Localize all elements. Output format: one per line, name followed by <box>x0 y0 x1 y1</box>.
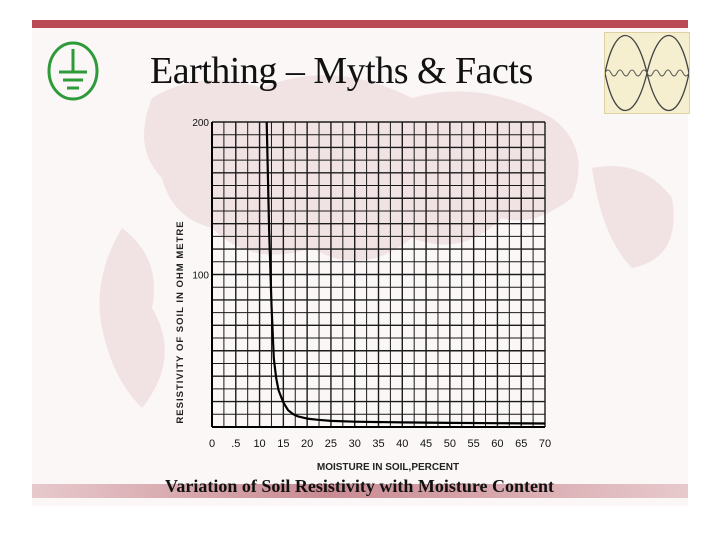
chart-caption: Variation of Soil Resistivity with Moist… <box>165 476 554 496</box>
slide-title: Earthing – Myths & Facts <box>150 50 533 92</box>
x-tick-label: 65 <box>515 438 527 450</box>
x-tick-label: 30 <box>349 438 361 450</box>
y-tick-label: 200 <box>192 118 209 129</box>
y-tick-label: 100 <box>192 271 209 282</box>
x-tick-label: 60 <box>491 438 503 450</box>
bottom-band <box>32 484 688 498</box>
x-tick-label: 15 <box>277 438 289 450</box>
y-axis-label: RESISTIVITY OF SOIL IN OHM METRE <box>175 220 186 423</box>
x-tick-label: 55 <box>468 438 480 450</box>
x-tick-label: 25 <box>325 438 337 450</box>
chart-svg: 0 .5 10 15 20 25 30 35 40 45 50 55 60 65 70 100 200 RESI… <box>175 118 551 473</box>
sine-wave-icon <box>604 32 690 114</box>
earth-ground-icon <box>47 41 99 101</box>
x-tick-label: 0 <box>209 438 215 450</box>
x-tick-label: 20 <box>301 438 313 450</box>
resistivity-curve <box>265 121 546 425</box>
resistivity-chart: 0 .5 10 15 20 25 30 35 40 45 50 55 60 65 70 100 200 RESI… <box>170 110 560 478</box>
x-tick-label: 70 <box>539 438 551 450</box>
x-tick-label: .5 <box>231 438 240 450</box>
x-tick-label: 10 <box>253 438 265 450</box>
x-tick-label: 40 <box>396 438 408 450</box>
x-tick-label: 45 <box>420 438 432 450</box>
x-axis-label: MOISTURE IN SOIL,PERCENT <box>317 462 459 473</box>
x-tick-label: 35 <box>372 438 384 450</box>
x-tick-label: 50 <box>444 438 456 450</box>
